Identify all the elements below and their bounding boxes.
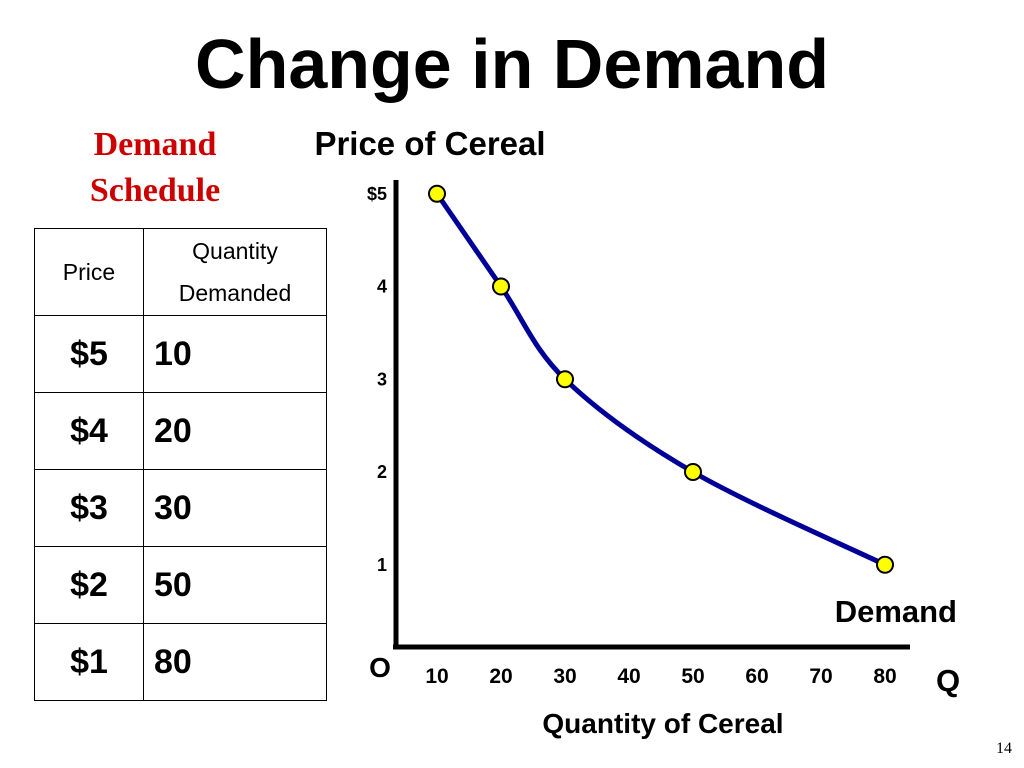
table-cell-price: $5 [34,315,144,393]
demand-curve [434,191,888,568]
quantity-header-line2: Demanded [178,280,292,306]
page-number: 14 [996,740,1012,757]
y-tick-label: 1 [377,555,387,575]
slide-title: Change in Demand [195,25,829,103]
table-header-row: Price Quantity Demanded [34,228,327,316]
y-tick-label: $5 [367,184,387,204]
x-axis-letter: Q [936,663,960,698]
x-axis-title: Quantity of Cereal [542,708,783,739]
table-cell-price: $4 [34,392,144,470]
y-tick-label: 3 [377,369,387,389]
demand-point [876,555,894,574]
x-tick-label: 50 [681,665,704,688]
origin-label: O [369,652,391,683]
x-tick-label: 10 [425,665,448,688]
schedule-title-line1: Demand [93,126,217,163]
x-tick-labels: 10 20 30 40 50 60 70 80 [425,665,896,688]
demand-curve-label: Demand [835,594,957,629]
demand-point [492,277,510,296]
demand-point [556,370,574,389]
table-row: $1 80 [34,623,327,701]
table-cell-quantity: 50 [143,546,327,624]
y-tick-labels: 1 2 3 4 $5 [367,184,387,575]
y-tick-label: 2 [377,462,387,482]
demand-schedule-table: Price Quantity Demanded $5 10 $4 20 $3 3… [34,228,327,701]
x-tick-label: 20 [489,665,512,688]
table-cell-quantity: 80 [143,623,327,701]
demand-points [428,184,894,574]
table-cell-price: $3 [34,469,144,547]
x-tick-label: 80 [873,665,896,688]
table-row: $3 30 [34,469,327,547]
chart-title: Price of Cereal [314,125,545,162]
table-cell-quantity: 10 [143,315,327,393]
x-tick-label: 30 [553,665,576,688]
x-tick-label: 40 [617,665,640,688]
demand-point [684,463,702,481]
table-row: $5 10 [34,315,327,393]
table-cell-price: $1 [34,623,144,701]
demand-point [428,184,446,203]
table-row: $4 20 [34,392,327,470]
table-row: $2 50 [34,546,327,624]
schedule-title-line2: Schedule [89,172,221,209]
schedule-title: Demand Schedule [60,122,250,214]
price-column-header: Price [34,228,144,316]
table-cell-price: $2 [34,546,144,624]
x-tick-label: 70 [809,665,832,688]
y-tick-label: 4 [377,277,387,297]
x-tick-label: 60 [745,665,768,688]
quantity-column-header: Quantity Demanded [143,228,327,316]
quantity-header-line1: Quantity [192,238,278,264]
